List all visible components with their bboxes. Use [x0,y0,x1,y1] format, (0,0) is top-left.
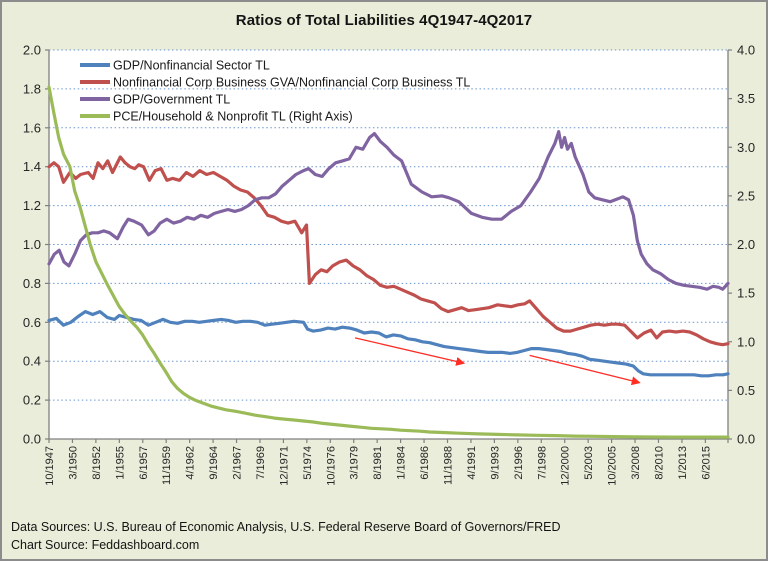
svg-text:1/1955: 1/1955 [114,446,126,480]
svg-text:0.0: 0.0 [737,432,755,447]
svg-text:3/1979: 3/1979 [349,446,361,480]
svg-text:3.0: 3.0 [737,140,755,155]
svg-text:11/1988: 11/1988 [443,446,455,485]
svg-text:1/2013: 1/2013 [677,446,689,480]
svg-text:1.0: 1.0 [737,334,755,349]
svg-text:2.5: 2.5 [737,188,755,203]
svg-text:2/1967: 2/1967 [232,446,244,480]
svg-text:0.2: 0.2 [23,393,41,408]
svg-text:1.5: 1.5 [737,286,755,301]
svg-text:12/1971: 12/1971 [278,446,290,486]
legend-item-gdp-nonfinancial-sector-tl: GDP/Nonfinancial Sector TL [80,59,270,73]
svg-text:5/2003: 5/2003 [583,446,595,480]
legend-item-gdp-government-tl: GDP/Government TL [80,93,230,107]
series-nonfinancial-corp-business-gva-nonfinancial-corp-business-tl [47,155,730,347]
data-sources-text: Data Sources: U.S. Bureau of Economic An… [11,520,561,534]
right-axis-labels: 4.0 3.5 3.0 2.5 2.0 1.5 1.0 0.5 0.0 [728,43,755,447]
svg-text:1.0: 1.0 [23,237,41,252]
trend-arrow-1 [354,337,466,366]
left-axis-labels: 2.0 1.8 1.6 1.4 1.2 1.0 0.8 0.6 0.4 0.2 0.0 [23,43,49,447]
svg-text:8/1981: 8/1981 [372,446,384,480]
svg-text:7/1969: 7/1969 [255,446,267,480]
svg-text:0.0: 0.0 [23,432,41,447]
legend-item-pce-household-nonprofit-tl-right-axis: PCE/Household & Nonprofit TL (Right Axis… [80,110,353,124]
svg-text:1.4: 1.4 [23,159,41,174]
series-pce-household-nonprofit-tl-right-axis [47,85,730,439]
svg-text:12/2000: 12/2000 [560,446,572,486]
svg-text:5/1974: 5/1974 [302,446,314,480]
x-axis-labels: 10/1947 3/1950 8/1952 1/1955 6/1957 11/1959 4/… [44,439,729,486]
legend-label: Nonfinancial Corp Business GVA/Nonfinanc… [113,76,470,90]
svg-text:2/1996: 2/1996 [513,446,525,480]
svg-text:10/2005: 10/2005 [607,446,619,486]
svg-text:3/1950: 3/1950 [67,446,79,480]
svg-text:2.0: 2.0 [23,43,41,58]
legend-item-nonfinancial-corp-business-gva-nonfinancial-corp-business-tl: Nonfinancial Corp Business GVA/Nonfinanc… [80,76,470,90]
svg-text:3/2008: 3/2008 [630,446,642,480]
legend-label: GDP/Nonfinancial Sector TL [113,59,270,73]
svg-text:4/1991: 4/1991 [466,446,478,480]
svg-text:0.8: 0.8 [23,276,41,291]
chart-footer: Data Sources: U.S. Bureau of Economic An… [11,518,561,554]
svg-text:1/1984: 1/1984 [396,446,408,480]
svg-text:6/1957: 6/1957 [138,446,150,480]
svg-text:9/1964: 9/1964 [208,446,220,480]
svg-text:4/1962: 4/1962 [185,446,197,480]
svg-text:10/1947: 10/1947 [44,446,56,486]
series-gdp-nonfinancial-sector-tl [47,310,730,378]
legend-label: GDP/Government TL [113,93,230,107]
svg-text:6/2015: 6/2015 [700,446,712,480]
svg-text:8/2010: 8/2010 [653,446,665,480]
svg-text:1.8: 1.8 [23,81,41,96]
svg-text:3.5: 3.5 [737,91,755,106]
svg-text:0.4: 0.4 [23,354,41,369]
svg-text:7/1998: 7/1998 [536,446,548,480]
plot-area [49,50,728,439]
svg-text:4.0: 4.0 [737,43,755,58]
legend: GDP/Nonfinancial Sector TL Nonfinancial C… [80,59,470,124]
svg-text:1.2: 1.2 [23,198,41,213]
trend-arrow-2 [529,354,641,386]
svg-text:8/1952: 8/1952 [91,446,103,480]
svg-text:10/1976: 10/1976 [325,446,337,486]
series-gdp-government-tl [47,130,730,291]
chart-title: Ratios of Total Liabilities 4Q1947-4Q201… [235,12,533,29]
chart-source-text: Chart Source: Feddashboard.com [11,538,200,552]
svg-text:0.6: 0.6 [23,315,41,330]
legend-label: PCE/Household & Nonprofit TL (Right Axis… [113,110,353,124]
svg-text:0.5: 0.5 [737,383,755,398]
svg-text:11/1959: 11/1959 [161,446,173,485]
svg-text:1.6: 1.6 [23,120,41,135]
svg-text:2.0: 2.0 [737,237,755,252]
svg-text:6/1986: 6/1986 [419,446,431,480]
svg-text:9/1993: 9/1993 [489,446,501,480]
